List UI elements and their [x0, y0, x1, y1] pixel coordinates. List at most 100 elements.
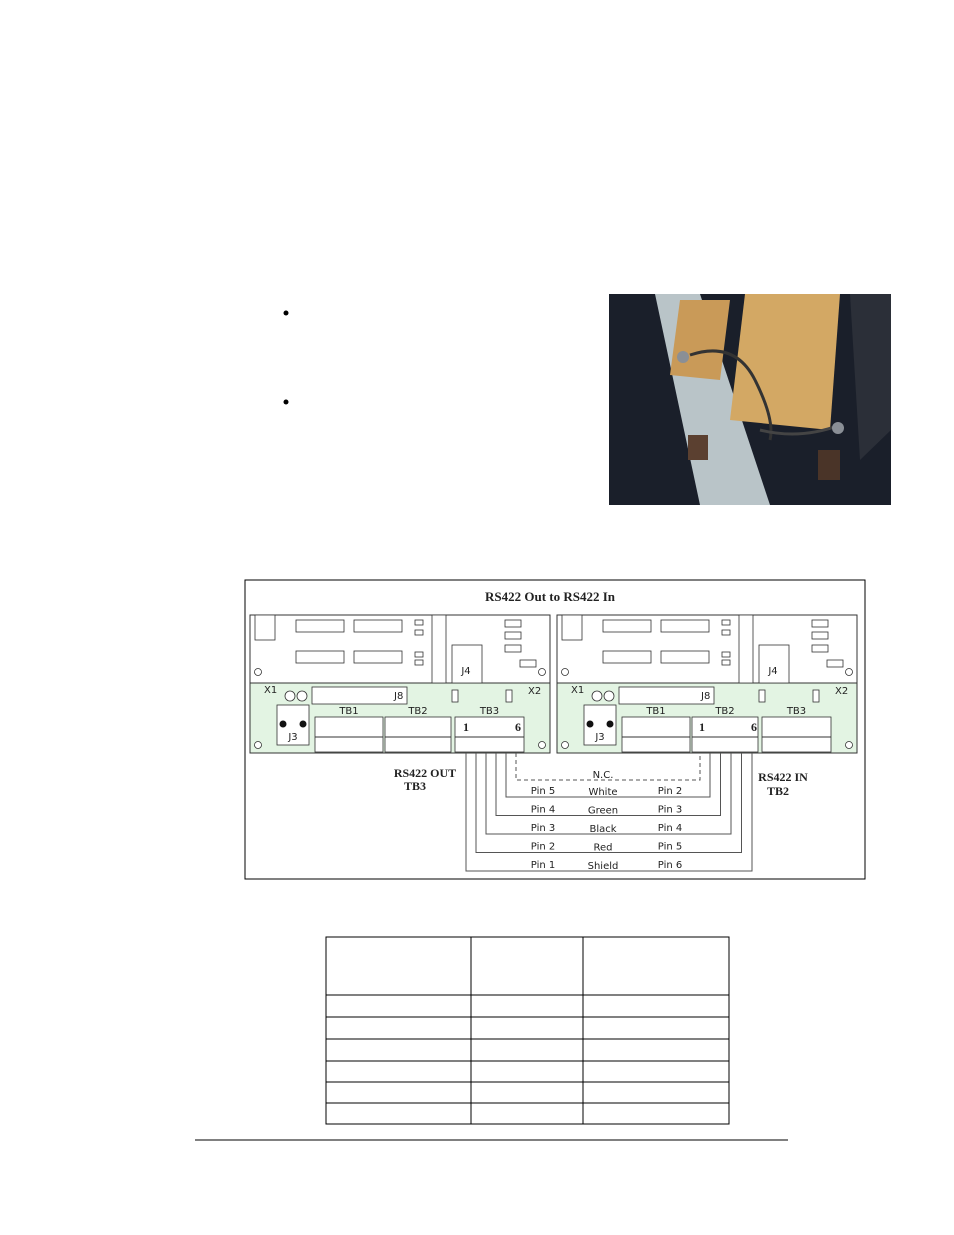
j4-label: J4 — [460, 666, 470, 677]
mount-hole — [561, 668, 569, 676]
terminal-label: TB1 — [645, 706, 665, 717]
chip — [353, 650, 403, 664]
part — [721, 659, 731, 666]
part — [414, 651, 424, 658]
led — [591, 690, 603, 702]
left-caption: TB3 — [404, 779, 426, 793]
part — [758, 689, 766, 703]
wire-to: Pin 2 — [658, 786, 682, 797]
terminal-block — [384, 716, 452, 753]
j8-label: J8 — [700, 691, 710, 702]
chip — [295, 619, 345, 633]
j3-label: J3 — [287, 732, 297, 743]
mount-hole — [845, 668, 853, 676]
right-caption: TB2 — [767, 784, 789, 798]
part — [812, 689, 820, 703]
terminal-block — [314, 716, 384, 753]
mount-hole — [538, 668, 546, 676]
wire-color: Black — [589, 824, 616, 835]
part — [721, 619, 731, 626]
x1-label: X1 — [264, 685, 277, 696]
bullet — [283, 399, 289, 405]
diagram-frame — [244, 579, 866, 880]
part — [519, 659, 537, 668]
terminal-block — [691, 716, 759, 753]
wire-color: Green — [588, 806, 618, 817]
part — [451, 689, 459, 703]
j8-label: J8 — [393, 691, 403, 702]
pin-last: 6 — [515, 720, 521, 734]
terminal-label: TB1 — [338, 706, 358, 717]
j4-box — [451, 644, 483, 684]
x2-label: X2 — [528, 686, 541, 697]
wire-from: Pin 2 — [531, 842, 555, 853]
part — [414, 659, 424, 666]
wire-to: Pin 6 — [658, 860, 682, 871]
j4-label: J4 — [767, 666, 777, 677]
wire-from: Pin 3 — [531, 823, 555, 834]
terminal-block — [621, 716, 691, 753]
wire — [485, 753, 732, 835]
mount-hole — [561, 741, 569, 749]
connector — [561, 614, 583, 641]
right-caption: RS422 IN — [758, 770, 808, 784]
terminal-label: TB3 — [786, 706, 806, 717]
nc-label: N.C. — [593, 770, 614, 781]
pin-first: 1 — [463, 720, 469, 734]
j3-pin — [606, 720, 614, 728]
wire-to: Pin 5 — [658, 842, 682, 853]
wire — [495, 753, 721, 816]
x1-label: X1 — [571, 685, 584, 696]
wire-color: White — [588, 787, 617, 798]
part — [721, 651, 731, 658]
wire-to: Pin 3 — [658, 805, 682, 816]
table — [325, 936, 730, 1125]
part — [811, 619, 829, 628]
left-caption: RS422 OUT — [394, 766, 456, 780]
connector — [254, 614, 276, 641]
pin-first: 1 — [699, 720, 705, 734]
chip — [602, 619, 652, 633]
j4-box — [758, 644, 790, 684]
part — [738, 614, 754, 684]
part — [721, 629, 731, 636]
led — [284, 690, 296, 702]
j3-pin — [586, 720, 594, 728]
part — [504, 619, 522, 628]
part — [414, 629, 424, 636]
chip — [602, 650, 652, 664]
wire-color: Shield — [588, 861, 619, 872]
terminal-block — [761, 716, 832, 753]
wire-from: Pin 5 — [531, 786, 555, 797]
led — [296, 690, 308, 702]
terminal-label: TB2 — [714, 706, 734, 717]
wire — [475, 753, 742, 853]
x2-label: X2 — [835, 686, 848, 697]
led — [603, 690, 615, 702]
chip — [295, 650, 345, 664]
diagram-title: RS422 Out to RS422 In — [485, 589, 616, 604]
wire-from: Pin 4 — [531, 805, 555, 816]
chip — [660, 619, 710, 633]
part — [826, 659, 844, 668]
chip — [660, 650, 710, 664]
mount-hole — [254, 668, 262, 676]
wire-color: Red — [594, 843, 613, 854]
j3-label: J3 — [594, 732, 604, 743]
terminal-label: TB2 — [407, 706, 427, 717]
nc-wire — [515, 753, 701, 781]
chip — [353, 619, 403, 633]
photo — [609, 294, 891, 505]
mount-hole — [538, 741, 546, 749]
part — [414, 619, 424, 626]
mount-hole — [254, 741, 262, 749]
part — [811, 644, 829, 653]
wire-from: Pin 1 — [531, 860, 555, 871]
part — [504, 644, 522, 653]
part — [504, 631, 522, 640]
wire — [465, 753, 753, 872]
j8-box — [618, 686, 715, 705]
bullet — [283, 310, 289, 316]
j3-pin — [279, 720, 287, 728]
